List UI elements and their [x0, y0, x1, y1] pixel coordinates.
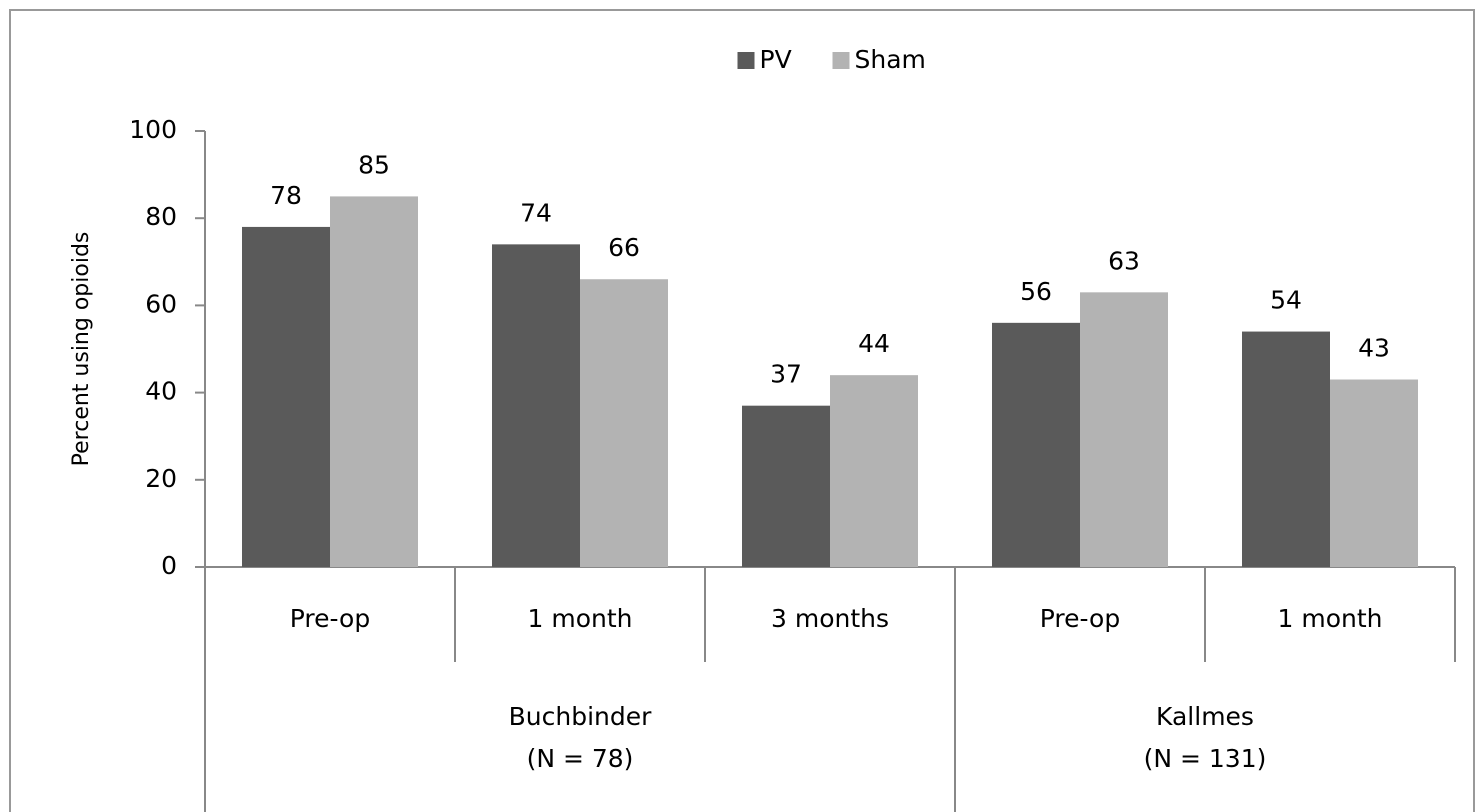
legend-swatch — [832, 52, 850, 69]
x-tick-label: Pre-op — [1040, 604, 1120, 633]
bar — [330, 196, 418, 567]
bar — [742, 405, 830, 567]
bar — [1242, 331, 1330, 567]
y-tick-label: 0 — [161, 551, 177, 580]
value-label: 44 — [858, 329, 890, 358]
x-tick-label: 1 month — [1278, 604, 1383, 633]
x-tick-label: 1 month — [528, 604, 633, 633]
value-label: 66 — [608, 233, 640, 262]
bar — [580, 279, 668, 567]
bar — [492, 244, 580, 568]
value-label: 78 — [270, 181, 302, 210]
legend-label: Sham — [855, 45, 926, 74]
value-label: 74 — [520, 198, 552, 227]
y-axis-title: Percent using opioids — [69, 232, 94, 467]
value-label: 56 — [1020, 277, 1052, 306]
value-label: 43 — [1358, 334, 1390, 363]
legend-swatch — [737, 52, 755, 69]
value-label: 54 — [1270, 286, 1302, 315]
x-tick-label: Pre-op — [290, 604, 370, 633]
group-label: (N = 78) — [527, 744, 634, 773]
y-tick-label: 40 — [145, 377, 177, 406]
value-label: 63 — [1108, 246, 1140, 275]
y-tick-label: 80 — [145, 202, 177, 231]
value-label: 37 — [770, 360, 802, 389]
group-label: Kallmes — [1156, 702, 1254, 731]
value-label: 85 — [358, 150, 390, 179]
bar — [242, 226, 330, 568]
group-label: (N = 131) — [1144, 744, 1267, 773]
x-tick-label: 3 months — [771, 604, 889, 633]
frame — [9, 9, 1475, 812]
bar — [830, 375, 918, 567]
bar — [1330, 379, 1418, 567]
group-label: Buchbinder — [509, 702, 652, 731]
legend-label: PV — [760, 45, 792, 74]
y-tick-label: 60 — [145, 289, 177, 318]
y-tick-label: 100 — [129, 115, 177, 144]
bar — [992, 322, 1080, 567]
y-tick-label: 20 — [145, 464, 177, 493]
bar — [1080, 292, 1168, 567]
